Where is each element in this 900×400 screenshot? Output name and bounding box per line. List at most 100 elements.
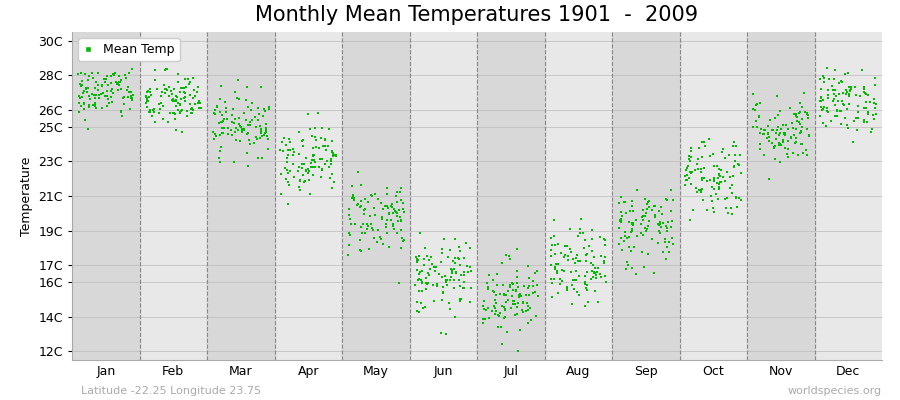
Point: [174, 108, 188, 114]
Point: [849, 92, 863, 98]
Point: [173, 102, 187, 108]
Point: [712, 166, 726, 172]
Point: [776, 137, 790, 143]
Point: [597, 236, 611, 242]
Point: [688, 167, 703, 174]
Point: [753, 126, 768, 132]
Point: [546, 232, 561, 239]
Point: [320, 146, 334, 153]
Point: [553, 281, 567, 287]
Point: [274, 191, 288, 197]
Point: [727, 163, 742, 169]
Point: [530, 282, 544, 288]
Point: [452, 276, 466, 283]
Point: [706, 151, 720, 157]
Point: [83, 96, 97, 102]
Point: [643, 203, 657, 210]
Point: [630, 232, 644, 239]
Point: [619, 259, 634, 266]
Point: [865, 126, 879, 132]
Point: [180, 108, 194, 114]
Point: [373, 234, 387, 240]
Point: [787, 132, 801, 138]
Point: [619, 210, 634, 217]
Point: [418, 262, 432, 268]
Point: [647, 270, 662, 277]
Point: [426, 261, 440, 268]
Point: [486, 303, 500, 310]
Point: [396, 206, 410, 212]
Point: [749, 102, 763, 108]
Point: [433, 259, 447, 266]
Point: [80, 126, 94, 132]
Point: [351, 169, 365, 175]
Point: [221, 125, 236, 132]
Point: [702, 153, 716, 160]
Point: [788, 110, 802, 117]
Point: [840, 89, 854, 95]
Point: [188, 101, 202, 108]
Point: [170, 79, 184, 85]
Point: [488, 311, 502, 318]
Point: [98, 78, 112, 85]
Point: [218, 99, 232, 105]
Point: [86, 75, 101, 81]
Point: [583, 276, 598, 282]
Point: [104, 98, 119, 105]
Point: [857, 88, 871, 95]
Point: [446, 266, 461, 273]
Point: [838, 71, 852, 77]
Point: [569, 276, 583, 283]
Point: [598, 242, 612, 248]
Point: [662, 248, 676, 255]
Point: [447, 284, 462, 291]
Point: [100, 93, 114, 100]
Point: [227, 158, 241, 165]
Point: [598, 272, 613, 279]
Point: [357, 206, 372, 213]
Point: [694, 166, 708, 173]
Point: [393, 185, 408, 192]
Point: [814, 95, 828, 101]
Point: [179, 84, 194, 90]
Point: [438, 279, 453, 286]
Point: [746, 106, 760, 112]
Point: [573, 258, 588, 264]
Point: [428, 268, 442, 274]
Legend: Mean Temp: Mean Temp: [78, 38, 180, 61]
Point: [419, 286, 434, 292]
Point: [825, 87, 840, 94]
Point: [578, 303, 592, 309]
Point: [831, 98, 845, 104]
Point: [773, 130, 788, 136]
Point: [765, 140, 779, 146]
Point: [629, 271, 643, 278]
Point: [545, 294, 560, 301]
Point: [797, 109, 812, 115]
Point: [832, 79, 847, 86]
Point: [395, 235, 410, 242]
Point: [309, 144, 323, 150]
Point: [842, 84, 857, 90]
Point: [762, 117, 777, 123]
Point: [158, 86, 173, 92]
Point: [788, 113, 803, 120]
Point: [463, 245, 477, 252]
Point: [734, 170, 749, 176]
Point: [729, 195, 743, 201]
Point: [506, 287, 520, 294]
Point: [584, 260, 598, 266]
Point: [843, 86, 858, 92]
Point: [502, 282, 517, 288]
Point: [641, 199, 655, 206]
Point: [412, 309, 427, 315]
Point: [578, 281, 592, 288]
Point: [454, 296, 468, 302]
Point: [229, 137, 243, 143]
Point: [78, 70, 93, 77]
Point: [184, 110, 199, 116]
Point: [387, 225, 401, 232]
Point: [555, 278, 570, 284]
Point: [752, 146, 767, 153]
Point: [717, 155, 732, 162]
